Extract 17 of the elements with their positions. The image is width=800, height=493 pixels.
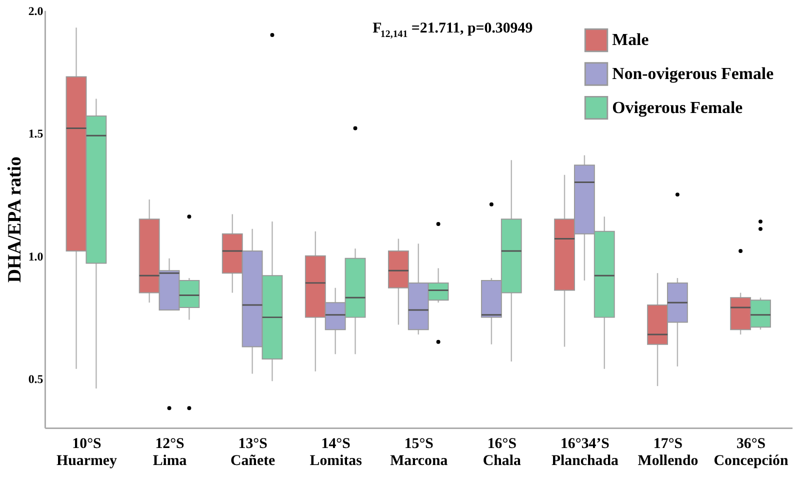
x-tick-label: 16°34’S Planchada [551,436,620,470]
legend-label: Non-ovigerous Female [612,64,774,83]
x-tick-label: 10°S Huarmey [56,436,118,470]
x-tick-label: 14°S Lomitas [310,436,362,470]
y-tick-label: 1.5 [28,126,44,141]
legend-label: Male [612,30,650,50]
x-tick-label: 13°S Cañete [230,436,276,470]
y-axis-title: DHA/EPA ratio [4,156,26,283]
x-tick-label: 12°S Lima [152,436,188,470]
legend-label: Ovigerous Female [612,98,744,117]
x-tick-label: 15°S Marcona [390,436,448,470]
y-tick-label: 0.5 [28,372,44,386]
y-tick-label: 2.0 [28,4,44,18]
x-tick-label: 16°S Chala [482,436,522,470]
x-tick-label: 17°S Mollendo [638,436,698,470]
x-tick-label: 36°S Concepción [714,436,789,470]
y-tick-label: 1.0 [28,249,44,264]
